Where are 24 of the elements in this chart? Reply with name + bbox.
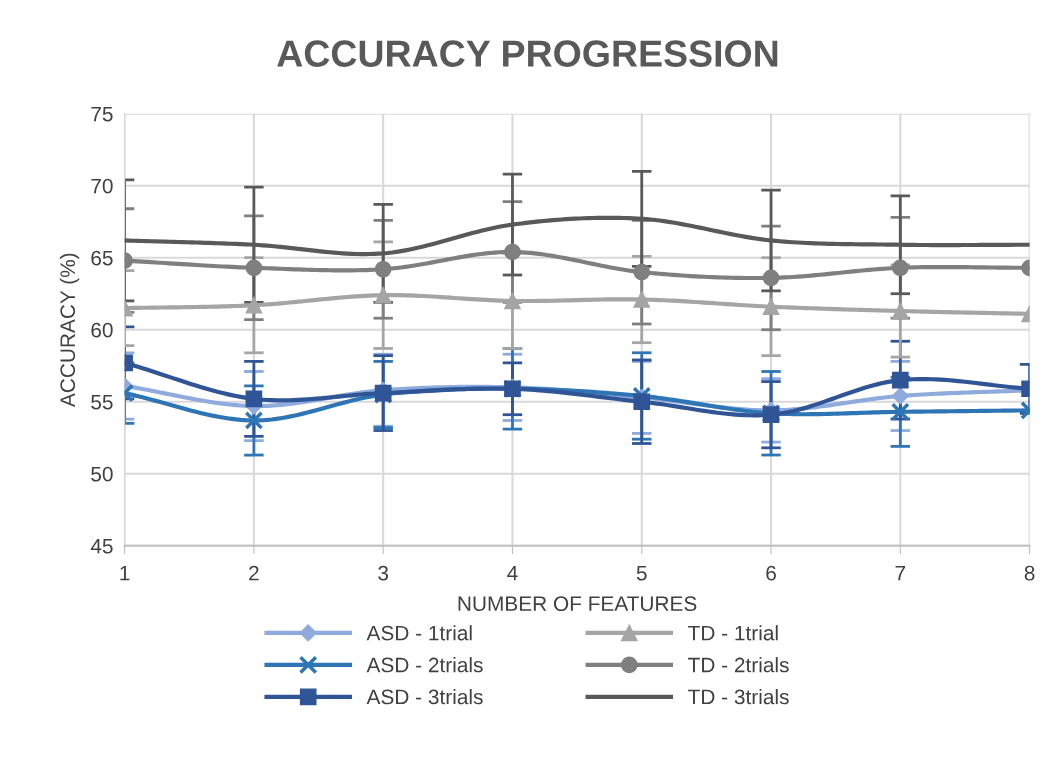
x-tick-label: 5	[636, 565, 647, 581]
y-tick-label: 45	[90, 538, 113, 554]
x-axis-title: NUMBER OF FEATURES	[458, 596, 697, 612]
y-tick-label: 70	[91, 178, 113, 194]
x-tick-label: 6	[766, 565, 776, 581]
x-tick-label: 4	[507, 565, 518, 581]
y-tick-label: 50	[91, 466, 113, 482]
legend-label: TD - 3trials	[688, 688, 789, 705]
y-axis-title: ACCURACY (%)	[59, 253, 80, 408]
x-tick-label: 2	[249, 565, 259, 581]
y-tick-label: 65	[91, 250, 113, 266]
x-tick-label: 8	[1024, 565, 1035, 581]
x-tick-label: 7	[895, 565, 906, 581]
legend-label: ASD - 2trials	[366, 657, 483, 673]
y-tick-label: 60	[91, 322, 113, 338]
legend-label: TD - 2trials	[688, 657, 789, 673]
x-tick-label: 3	[378, 565, 389, 581]
x-tick-label: 1	[120, 565, 130, 581]
legend-label: ASD - 1trial	[366, 625, 472, 641]
y-tick-label: 55	[91, 394, 113, 410]
legend-label: ASD - 3trials	[366, 688, 483, 705]
legend-label: TD - 1trial	[688, 625, 778, 641]
y-tick-label: 75	[91, 106, 113, 122]
chart-title: ACCURACY PROGRESSION	[277, 40, 778, 67]
